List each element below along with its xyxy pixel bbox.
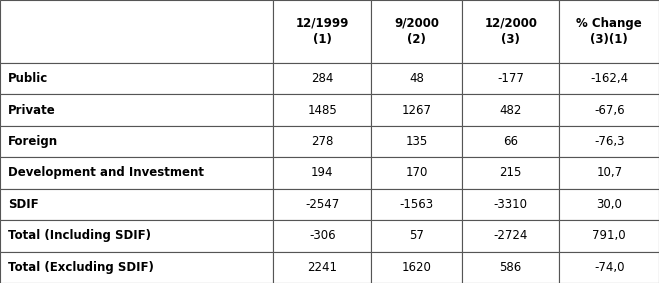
Text: 2241: 2241 bbox=[307, 261, 337, 274]
Text: 278: 278 bbox=[311, 135, 333, 148]
Bar bbox=[559, 189, 659, 220]
Bar bbox=[371, 0, 462, 63]
Bar bbox=[273, 252, 371, 283]
Text: 791,0: 791,0 bbox=[592, 229, 626, 242]
Text: Private: Private bbox=[8, 104, 55, 117]
Text: 1267: 1267 bbox=[401, 104, 432, 117]
Bar bbox=[462, 189, 559, 220]
Text: -3310: -3310 bbox=[494, 198, 528, 211]
Bar bbox=[559, 220, 659, 252]
Bar bbox=[559, 157, 659, 189]
Bar bbox=[462, 220, 559, 252]
Bar bbox=[0, 157, 273, 189]
Text: Total (Including SDIF): Total (Including SDIF) bbox=[8, 229, 151, 242]
Text: 10,7: 10,7 bbox=[596, 166, 622, 179]
Text: -177: -177 bbox=[498, 72, 524, 85]
Text: -74,0: -74,0 bbox=[594, 261, 625, 274]
Bar bbox=[462, 126, 559, 157]
Bar bbox=[371, 126, 462, 157]
Text: 586: 586 bbox=[500, 261, 522, 274]
Bar bbox=[273, 94, 371, 126]
Text: -306: -306 bbox=[309, 229, 335, 242]
Text: Foreign: Foreign bbox=[8, 135, 58, 148]
Bar bbox=[0, 189, 273, 220]
Bar bbox=[273, 0, 371, 63]
Bar bbox=[462, 252, 559, 283]
Bar bbox=[371, 252, 462, 283]
Bar bbox=[371, 63, 462, 94]
Bar bbox=[0, 63, 273, 94]
Bar bbox=[462, 63, 559, 94]
Bar bbox=[273, 157, 371, 189]
Bar bbox=[559, 0, 659, 63]
Bar bbox=[273, 220, 371, 252]
Text: 48: 48 bbox=[409, 72, 424, 85]
Bar bbox=[559, 94, 659, 126]
Text: 284: 284 bbox=[311, 72, 333, 85]
Bar bbox=[0, 126, 273, 157]
Bar bbox=[559, 252, 659, 283]
Text: -2547: -2547 bbox=[305, 198, 339, 211]
Text: Public: Public bbox=[8, 72, 48, 85]
Text: 66: 66 bbox=[503, 135, 518, 148]
Bar bbox=[273, 63, 371, 94]
Bar bbox=[371, 94, 462, 126]
Bar bbox=[371, 220, 462, 252]
Text: 9/2000
(2): 9/2000 (2) bbox=[394, 17, 439, 46]
Bar bbox=[0, 94, 273, 126]
Bar bbox=[273, 189, 371, 220]
Text: -2724: -2724 bbox=[494, 229, 528, 242]
Text: 30,0: 30,0 bbox=[596, 198, 622, 211]
Text: % Change
(3)(1): % Change (3)(1) bbox=[577, 17, 642, 46]
Text: 12/1999
(1): 12/1999 (1) bbox=[296, 17, 349, 46]
Bar bbox=[462, 0, 559, 63]
Text: 482: 482 bbox=[500, 104, 522, 117]
Bar bbox=[559, 63, 659, 94]
Text: -1563: -1563 bbox=[399, 198, 434, 211]
Text: -76,3: -76,3 bbox=[594, 135, 625, 148]
Bar bbox=[0, 252, 273, 283]
Text: 215: 215 bbox=[500, 166, 522, 179]
Text: -67,6: -67,6 bbox=[594, 104, 625, 117]
Text: -162,4: -162,4 bbox=[590, 72, 628, 85]
Text: 12/2000
(3): 12/2000 (3) bbox=[484, 17, 537, 46]
Text: 170: 170 bbox=[405, 166, 428, 179]
Text: Total (Excluding SDIF): Total (Excluding SDIF) bbox=[8, 261, 154, 274]
Bar bbox=[371, 157, 462, 189]
Text: SDIF: SDIF bbox=[8, 198, 38, 211]
Bar bbox=[462, 94, 559, 126]
Text: 1485: 1485 bbox=[307, 104, 337, 117]
Text: 57: 57 bbox=[409, 229, 424, 242]
Bar bbox=[273, 126, 371, 157]
Text: 194: 194 bbox=[311, 166, 333, 179]
Text: Development and Investment: Development and Investment bbox=[8, 166, 204, 179]
Text: 135: 135 bbox=[405, 135, 428, 148]
Bar bbox=[559, 126, 659, 157]
Bar bbox=[371, 189, 462, 220]
Bar bbox=[0, 220, 273, 252]
Text: 1620: 1620 bbox=[401, 261, 432, 274]
Bar bbox=[0, 0, 273, 63]
Bar bbox=[462, 157, 559, 189]
